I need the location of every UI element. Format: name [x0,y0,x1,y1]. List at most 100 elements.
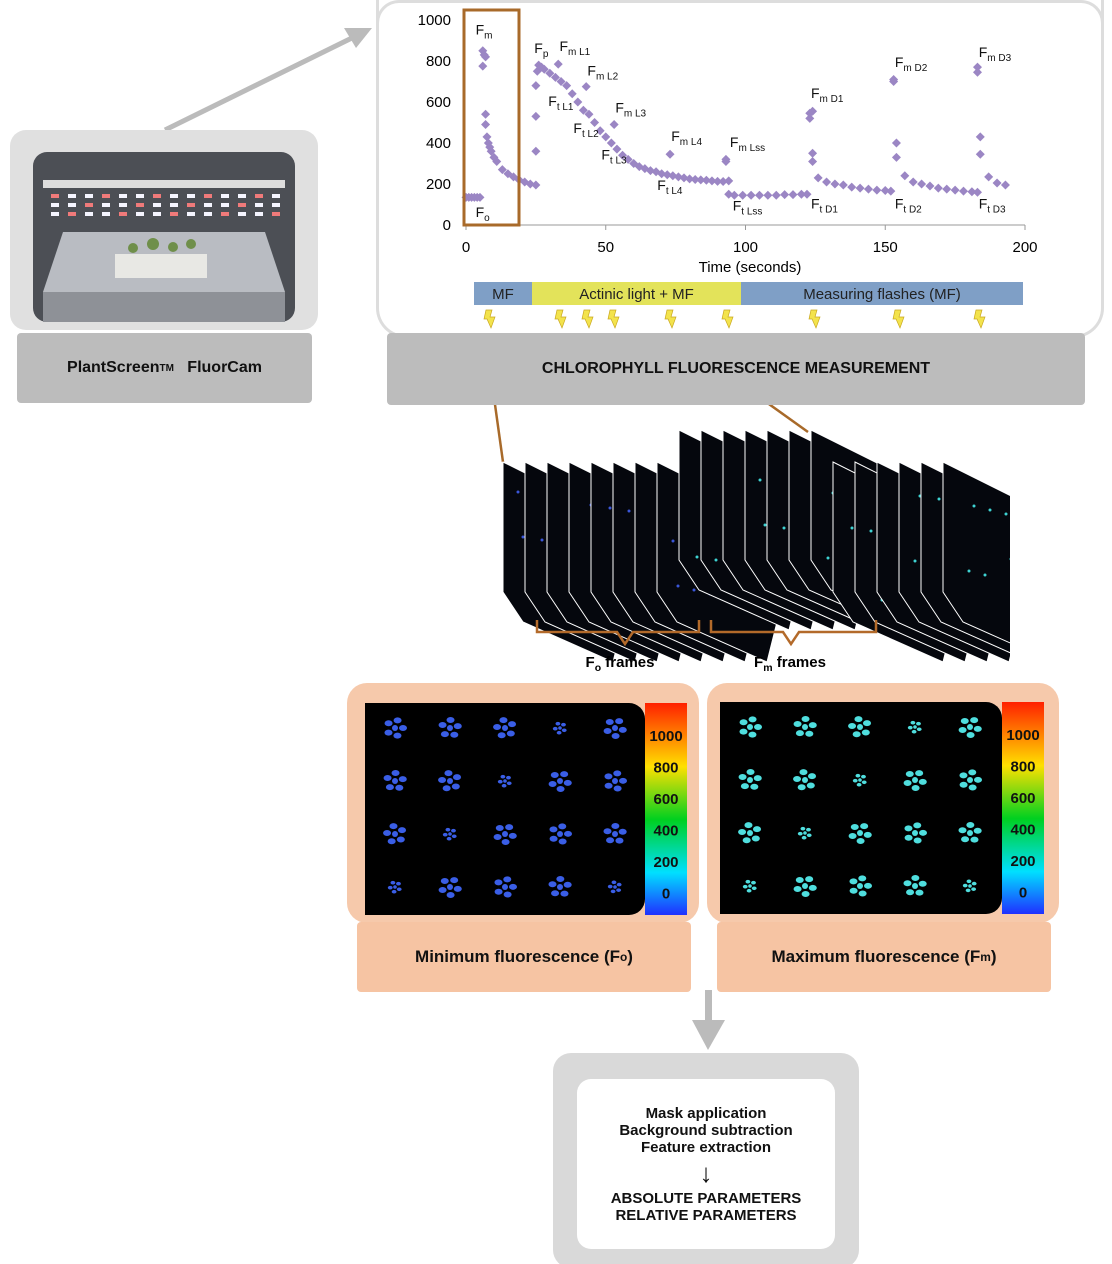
plant-leaf [603,828,612,835]
plant-leaf [611,880,617,885]
plant-leaf [616,882,622,887]
plant-center [503,779,507,783]
data-point [933,183,943,193]
plant-leaf [607,884,613,889]
annotation-label: Fo [476,204,491,224]
plant-center [393,885,397,889]
phase-label: Measuring flashes (MF) [803,286,961,303]
data-point [665,149,675,159]
plant-leaf [508,721,517,728]
colorbar-tick-label: 600 [653,791,678,808]
plant-leaf [438,777,447,784]
fo-frames-label: Fo frames [585,654,655,674]
data-point [822,177,832,187]
annotation-label: Fm L3 [615,99,646,119]
plant-dot [937,497,941,501]
led [85,212,93,216]
led [51,212,59,216]
plant-leaf [501,783,507,788]
plant-leaf [451,834,457,839]
data-point [618,150,628,160]
plant-leaf [966,822,975,829]
data-point [657,169,667,179]
plant-leaf [383,775,392,782]
data-point [891,152,901,162]
led [153,212,161,216]
annotation-label: Fm D2 [895,54,928,74]
plant-leaf [906,889,915,896]
instrument-photo [33,152,295,322]
data-point [679,173,689,183]
plant-center [803,831,807,835]
plant-leaf [959,781,968,788]
y-tick-label: 0 [443,217,451,234]
data-point [718,177,728,187]
colorbar-tick-label: 1000 [1006,727,1039,744]
plant-leaf [738,774,747,781]
plant-leaf [451,783,460,790]
plant-dot [763,523,767,527]
plant-leaf [739,728,748,735]
data-point [673,172,683,182]
plant-center [747,777,753,783]
data-point [891,138,901,148]
plant-leaf [610,889,616,894]
data-point [992,178,1002,188]
plant-leaf [503,891,512,898]
plant-center [912,830,918,836]
data-point [942,184,952,194]
plant-leaf [805,730,814,737]
data-point [754,190,764,200]
plant-leaf [808,773,817,780]
plant-leaf [960,717,969,724]
plant-leaf [970,717,979,724]
data-point [975,132,985,142]
image-background-corner [720,702,750,914]
plant-leaf [911,875,920,882]
data-point [595,126,605,136]
plant-center [858,778,862,782]
plant-leaf [396,836,405,843]
plant-leaf [903,780,912,787]
x-tick-label: 50 [597,239,614,256]
plant-dot [988,508,992,512]
plant-leaf [558,838,567,845]
plant-leaf [913,837,922,844]
data-point [475,192,485,202]
data-point [601,132,611,142]
plant-leaf [618,726,627,733]
data-point [581,82,591,92]
plant-leaf [438,887,447,894]
plant-leaf [391,889,397,894]
plant-leaf [795,876,804,883]
plant-leaf [552,726,558,731]
led [170,203,178,207]
led [119,203,127,207]
plant-leaf [962,883,968,888]
plant-leaf [613,785,622,792]
data-point [481,109,491,119]
plant-leaf [968,784,977,791]
min-fluorescence-image: 1000 800 600 400 200 0 [365,703,687,915]
plant-leaf [508,832,517,839]
plant-center [613,885,617,889]
plant-dot [826,556,830,560]
plant-leaf [604,782,613,789]
plant-dot [671,539,675,543]
plant-leaf [848,833,857,840]
plant-leaf [387,885,393,890]
data-point [707,176,717,186]
output-absolute: ABSOLUTE PARAMETERS [610,1189,802,1207]
down-arrow-icon: ↓ [699,1157,713,1188]
plant-leaf [548,881,557,888]
plant-leaf [739,719,748,726]
data-point [900,171,910,181]
led [68,212,76,216]
plant-leaf [398,827,407,834]
led [119,194,127,198]
plant-leaf [442,832,448,837]
plant-leaf [506,730,515,737]
plant-leaf [556,785,565,792]
plant-center [448,832,452,836]
plant-leaf [383,830,392,837]
